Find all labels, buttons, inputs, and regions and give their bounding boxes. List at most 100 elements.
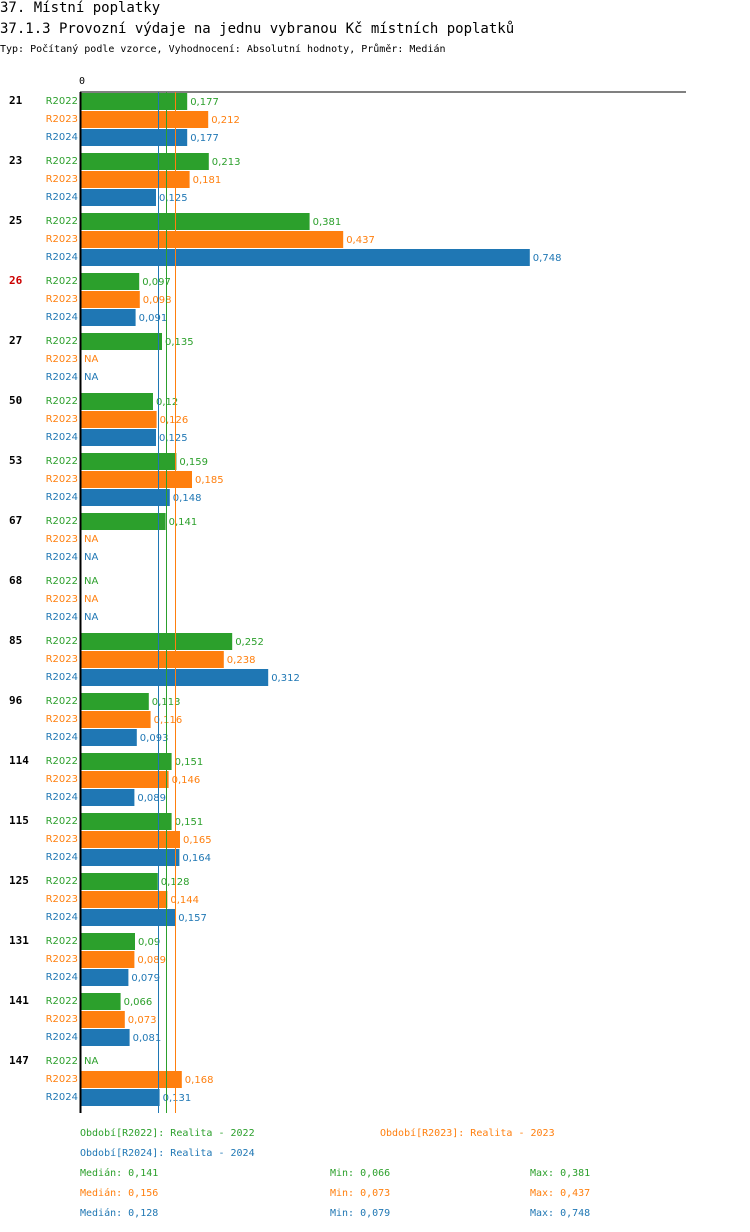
chart-info: Typ: Počítaný podle vzorce, Vyhodnocení:… [0,44,446,55]
bar [81,153,209,170]
bar [81,993,121,1010]
bar-value-label: 0,312 [271,673,300,684]
series-label: R2024 [46,432,78,443]
bar [81,1029,130,1046]
bar [81,873,158,890]
bar-value-label: 0,097 [142,277,171,288]
bar [81,753,172,770]
na-label: NA [84,354,98,365]
bar-value-label: 0,381 [313,217,342,228]
series-label: R2022 [46,876,78,887]
series-label: R2022 [46,456,78,467]
series-label: R2022 [46,1056,78,1067]
bar-value-label: 0,168 [185,1075,214,1086]
bar [81,1089,160,1106]
bar-value-label: 0,141 [169,517,198,528]
na-label: NA [84,552,98,563]
category-label: 68 [9,574,22,587]
na-label: NA [84,594,98,605]
series-label: R2023 [46,354,78,365]
series-label: R2024 [46,192,78,203]
na-label: NA [84,612,98,623]
series-label: R2023 [46,474,78,485]
bar-value-label: 0,148 [173,493,202,504]
category-label: 67 [9,514,22,527]
bar [81,249,530,266]
category-label: 141 [9,994,29,1007]
bar [81,411,157,428]
series-label: R2024 [46,732,78,743]
bar [81,171,190,188]
bar [81,813,172,830]
bar [81,711,151,728]
bar-value-label: 0,146 [172,775,201,786]
series-label: R2022 [46,396,78,407]
bar-value-label: 0,079 [131,973,160,984]
bar-value-label: 0,089 [137,955,166,966]
bar-value-label: 0,066 [124,997,153,1008]
category-label: 96 [9,694,23,707]
series-label: R2024 [46,612,78,623]
bar [81,909,176,926]
category-label: 50 [9,394,22,407]
series-label: R2022 [46,276,78,287]
category-label: 114 [9,754,29,767]
bar-value-label: 0,116 [154,715,183,726]
series-label: R2023 [46,774,78,785]
na-label: NA [84,534,98,545]
category-label: 53 [9,454,22,467]
bar [81,1011,125,1028]
bar [81,489,170,506]
bar [81,189,156,206]
series-label: R2022 [46,756,78,767]
bar-value-label: 0,135 [165,337,194,348]
series-label: R2022 [46,696,78,707]
bar [81,933,135,950]
series-label: R2024 [46,552,78,563]
series-label: R2022 [46,156,78,167]
category-label: 25 [9,214,22,227]
series-label: R2024 [46,972,78,983]
bar [81,333,162,350]
bar-value-label: 0,165 [183,835,212,846]
bar-value-label: 0,238 [227,655,256,666]
bar [81,633,233,650]
series-label: R2024 [46,252,78,263]
bar [81,849,180,866]
bar [81,771,169,788]
category-label: 131 [9,934,29,947]
bar [81,93,188,110]
bar [81,969,129,986]
bar-value-label: 0,213 [212,157,241,168]
bar-value-label: 0,181 [193,175,222,186]
series-label: R2023 [46,654,78,665]
na-label: NA [84,1056,98,1067]
bar [81,1071,182,1088]
category-label: 26 [9,274,23,287]
bar-value-label: 0,144 [170,895,199,906]
bar [81,129,188,146]
series-label: R2023 [46,1074,78,1085]
series-label: R2024 [46,372,78,383]
bar [81,429,156,446]
category-label: 27 [9,334,22,347]
bar [81,651,224,668]
bar-value-label: 0,252 [235,637,264,648]
category-label: 115 [9,814,29,827]
bar-value-label: 0,125 [159,433,188,444]
category-label: 125 [9,874,29,887]
series-label: R2022 [46,576,78,587]
series-label: R2022 [46,216,78,227]
series-label: R2024 [46,852,78,863]
bar [81,891,168,908]
bar-value-label: 0,126 [160,415,189,426]
series-label: R2022 [46,516,78,527]
bar [81,729,137,746]
bar [81,513,166,530]
bar [81,309,136,326]
bar-value-label: 0,164 [182,853,211,864]
bar-value-label: 0,09 [138,937,160,948]
series-label: R2022 [46,636,78,647]
bar-value-label: 0,12 [156,397,178,408]
